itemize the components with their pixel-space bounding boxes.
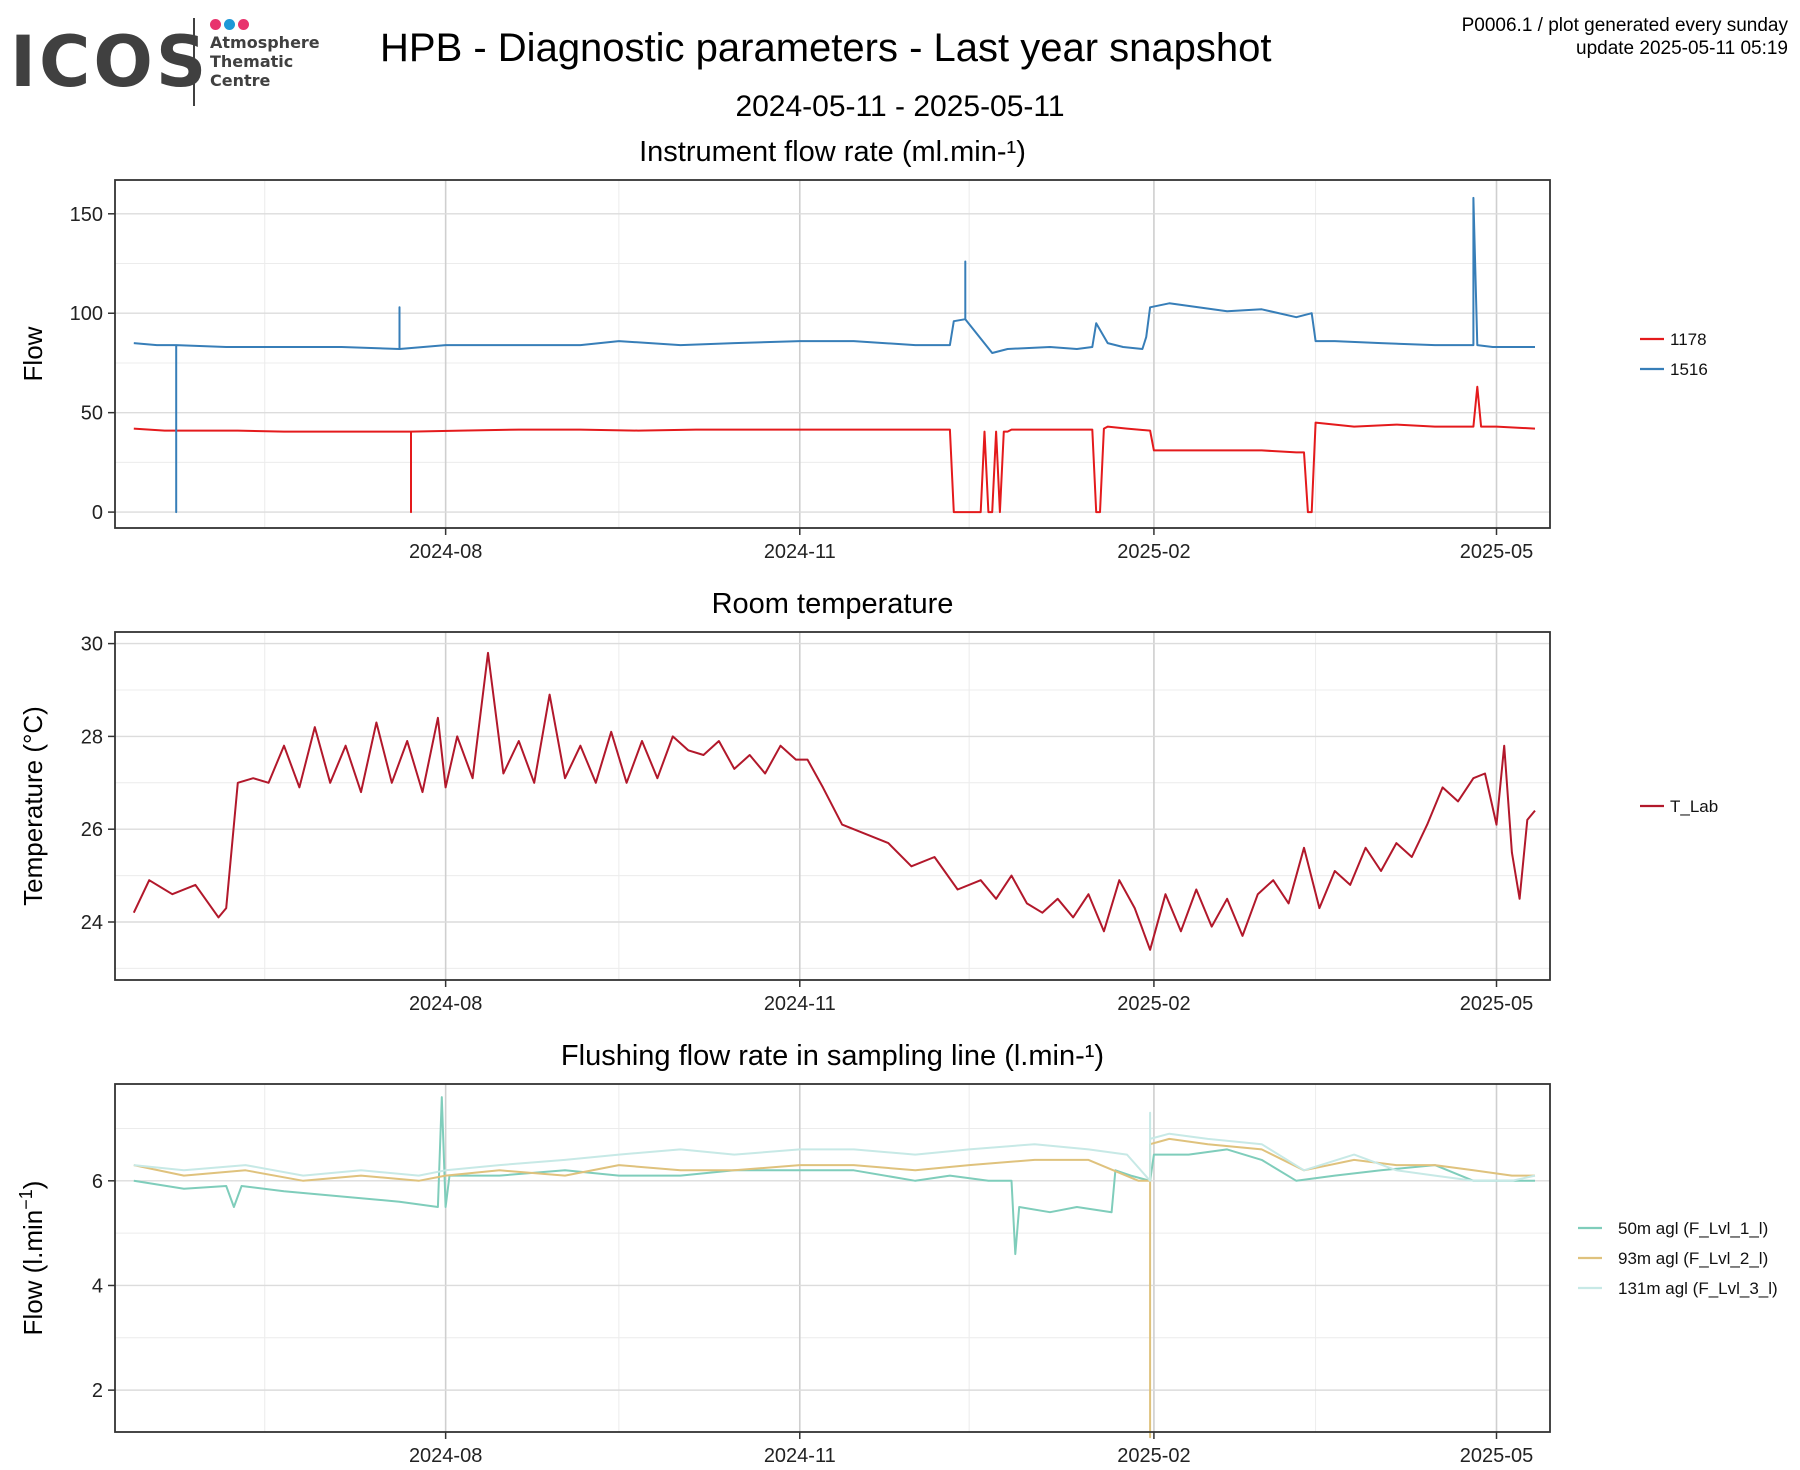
legend-label: 1178 (1670, 330, 1707, 349)
plot-border (114, 179, 1551, 529)
y-tick-label: 2 (92, 1380, 103, 1402)
update-timestamp: update 2025-05-11 05:19 (1576, 38, 1788, 59)
x-tick-label: 2024-11 (764, 541, 836, 563)
y-axis-label: Flow (l.min−1) (16, 1181, 48, 1336)
x-tick-label: 2024-08 (409, 541, 482, 563)
logo-line-3: Centre (210, 71, 271, 90)
chart-title: Flushing flow rate in sampling line (l.m… (561, 1040, 1104, 1072)
y-tick-label: 150 (70, 204, 103, 226)
y-axis-label: Temperature (°C) (18, 706, 48, 906)
x-tick-label: 2025-02 (1117, 993, 1190, 1015)
logo-line-2: Thematic (210, 52, 294, 71)
legend-label: 93m agl (F_Lvl_2_l) (1618, 1249, 1768, 1268)
y-tick-label: 30 (81, 634, 103, 656)
page-title: HPB - Diagnostic parameters - Last year … (380, 26, 1272, 70)
x-tick-label: 2025-05 (1460, 1445, 1533, 1467)
series-line-3 (133, 1111, 1536, 1182)
chart-panel-2: Room temperature 24 26 28 30 2024-08 2024-11 20… (18, 588, 1718, 1015)
logo-line-1: Atmosphere (210, 33, 320, 52)
legend-label: T_Lab (1670, 797, 1718, 816)
y-tick-label: 50 (81, 403, 103, 425)
chart-title: Instrument flow rate (ml.min-¹) (639, 136, 1026, 168)
chart-panel-1: Instrument flow rate (ml.min-¹) 0 50 100 150… (18, 136, 1708, 563)
plot-border (114, 1083, 1551, 1433)
chart-title: Room temperature (712, 588, 954, 620)
y-tick-label: 24 (81, 912, 103, 934)
y-tick-label: 0 (92, 502, 103, 524)
icos-logo: ICOS Atmosphere Thematic Centre (10, 14, 340, 110)
x-tick-label: 2025-05 (1460, 541, 1533, 563)
x-tick-label: 2024-08 (409, 1445, 482, 1467)
plot-border (114, 631, 1551, 981)
y-tick-label: 4 (92, 1275, 103, 1297)
series-line-2 (133, 1137, 1535, 1439)
y-tick-label: 26 (81, 819, 103, 841)
generation-note: P0006.1 / plot generated every sunday (1461, 15, 1788, 36)
x-tick-label: 2024-08 (409, 993, 482, 1015)
legend-label: 50m agl (F_Lvl_1_l) (1618, 1219, 1768, 1238)
logo-dot-2 (224, 19, 235, 30)
logo-dots (210, 17, 252, 31)
date-range: 2024-05-11 - 2025-05-11 (735, 90, 1065, 123)
x-tick-label: 2025-02 (1117, 1445, 1190, 1467)
x-tick-label: 2024-11 (764, 993, 836, 1015)
series-line-1 (133, 1096, 1535, 1256)
y-axis-label: Flow (18, 326, 48, 381)
legend-label: 131m agl (F_Lvl_3_l) (1618, 1279, 1778, 1298)
logo-divider (193, 18, 195, 106)
y-tick-label: 28 (81, 726, 103, 748)
logo-dot-3 (238, 19, 249, 30)
x-tick-label: 2024-11 (764, 1445, 836, 1467)
plot-area (115, 180, 1550, 528)
y-tick-label: 100 (70, 303, 103, 325)
x-tick-label: 2025-02 (1117, 541, 1190, 563)
plot-area (115, 1084, 1550, 1432)
series-line-1 (133, 385, 1536, 514)
generation-info: P0006.1 / plot generated every sunday up… (1462, 14, 1788, 60)
legend-label: 1516 (1670, 360, 1708, 379)
x-tick-label: 2025-05 (1460, 993, 1533, 1015)
series-line-2 (133, 196, 1535, 514)
series-line-1 (132, 651, 1536, 951)
logo-word: ICOS (10, 21, 210, 103)
y-tick-label: 6 (92, 1171, 103, 1193)
chart-panel-3: Flushing flow rate in sampling line (l.m… (16, 1040, 1778, 1467)
logo-dot-1 (210, 19, 221, 30)
